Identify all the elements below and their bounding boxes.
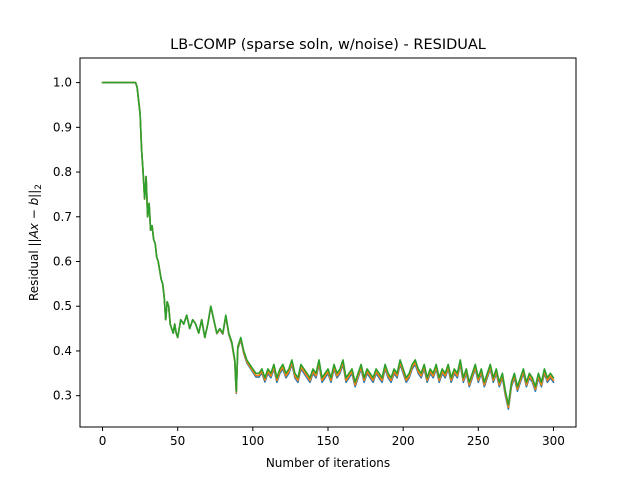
series-line-2 bbox=[101, 81, 555, 409]
y-axis-label-math: ||Ax − b|| bbox=[27, 190, 41, 247]
y-axis-label: Residual ||Ax − b||2 bbox=[27, 184, 44, 301]
x-tick-label: 250 bbox=[467, 434, 490, 448]
y-axis-label-subscript: 2 bbox=[34, 184, 44, 190]
y-tick-label: 0.4 bbox=[53, 344, 72, 358]
chart-title: LB-COMP (sparse soln, w/noise) - RESIDUA… bbox=[170, 37, 486, 53]
series-group bbox=[101, 81, 555, 410]
y-tick-label: 0.7 bbox=[53, 210, 72, 224]
y-tick-label: 0.8 bbox=[53, 165, 72, 179]
x-tick-label: 100 bbox=[241, 434, 264, 448]
x-tick-label: 150 bbox=[317, 434, 340, 448]
y-tick-label: 0.9 bbox=[53, 120, 72, 134]
y-tick-label: 0.5 bbox=[53, 299, 72, 313]
x-tick-label: 0 bbox=[99, 434, 107, 448]
series-line-1 bbox=[101, 81, 555, 410]
y-tick-label: 0.6 bbox=[53, 255, 72, 269]
x-tick-label: 300 bbox=[542, 434, 565, 448]
y-tick-label: 0.3 bbox=[53, 389, 72, 403]
x-tick-label: 200 bbox=[392, 434, 415, 448]
series-line-3 bbox=[101, 81, 555, 406]
y-tick-label: 1.0 bbox=[53, 76, 72, 90]
x-axis-label: Number of iterations bbox=[266, 456, 390, 470]
x-tick-label: 50 bbox=[170, 434, 185, 448]
y-axis-label-prefix: Residual bbox=[27, 247, 41, 302]
x-axis: 0 50 100 150 200 250 300 bbox=[99, 427, 565, 448]
y-axis: 0.3 0.4 0.5 0.6 0.7 0.8 0.9 1.0 bbox=[53, 76, 80, 403]
